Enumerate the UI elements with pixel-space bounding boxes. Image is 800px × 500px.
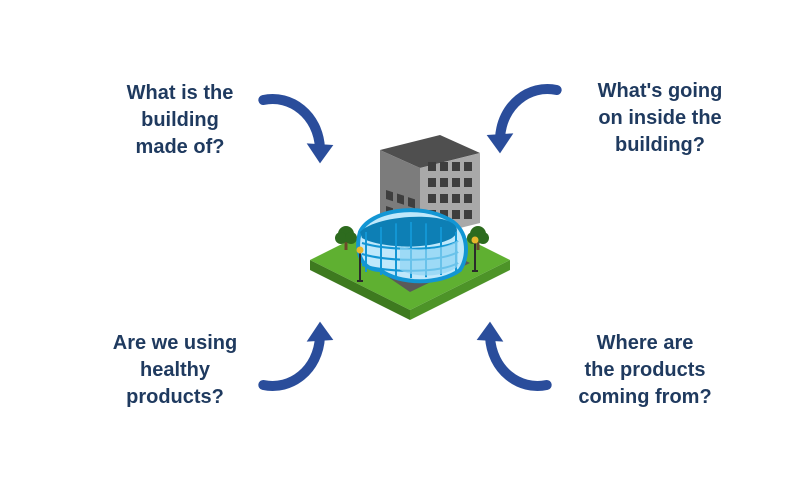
building-illustration (300, 120, 520, 320)
question-top-right: What's goingon inside thebuilding? (570, 78, 750, 159)
arrow-bottom-right (470, 320, 560, 395)
question-bottom-right: Where arethe productscoming from? (550, 330, 740, 411)
question-bottom-left: Are we usinghealthyproducts? (90, 330, 260, 411)
question-top-left: What is thebuildingmade of? (100, 80, 260, 161)
arrow-bottom-left (250, 320, 340, 395)
